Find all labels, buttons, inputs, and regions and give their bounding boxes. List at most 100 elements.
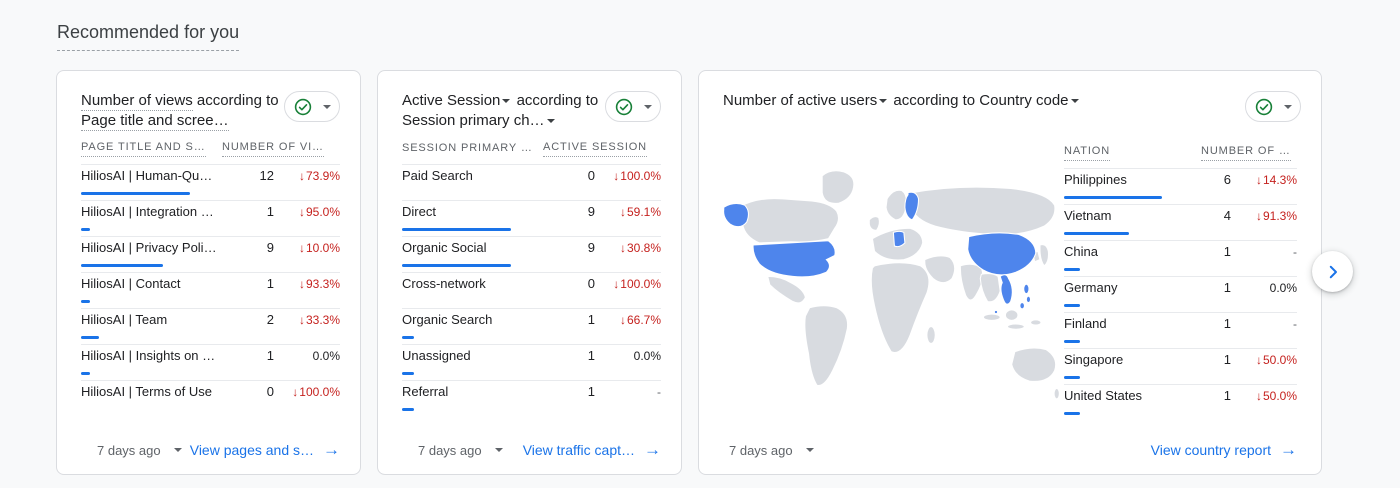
row-label: China — [1064, 244, 1098, 259]
map-region-new-guinea — [1030, 319, 1042, 326]
arrow-right-icon: → — [323, 440, 340, 459]
row-value: 1 — [266, 348, 274, 363]
dimension-selector[interactable]: Session primary ch… — [402, 112, 557, 129]
map-country-vietnam — [999, 274, 1013, 305]
row-separator — [402, 416, 661, 417]
value-bar — [402, 228, 511, 231]
column-header-dimension: PAGE TITLE AND S… — [81, 141, 206, 157]
row-value: 1 — [266, 204, 274, 219]
row-change: ↓0.0% — [312, 349, 340, 363]
map-region-japan — [1039, 244, 1050, 267]
next-cards-button[interactable] — [1312, 251, 1353, 292]
table-row: Vietnam 4 ↓91.3% — [1064, 208, 1297, 241]
table-body: Paid Search 0 ↓100.0% Direct 9 ↓59.1% Organic … — [402, 168, 661, 417]
row-value: 1 — [1223, 316, 1231, 331]
table-row: Philippines 6 ↓14.3% — [1064, 172, 1297, 205]
trend-down-icon: ↓ — [613, 169, 620, 183]
chevron-down-icon — [1283, 104, 1292, 109]
row-separator — [81, 308, 340, 309]
dimension-selector[interactable]: Country code — [979, 92, 1080, 109]
row-value: 1 — [1223, 244, 1231, 259]
title-connector: according to — [196, 92, 279, 109]
map-region-africa — [870, 262, 930, 353]
column-header-metric: ACTIVE SESSION — [543, 141, 648, 157]
insight-status-button[interactable] — [605, 91, 661, 122]
row-separator — [81, 416, 340, 417]
card-sessions-by-channel: Active Session according to Session prim… — [377, 70, 682, 475]
time-range-selector[interactable]: 7 days ago — [418, 443, 503, 458]
chevron-down-icon — [322, 104, 331, 109]
view-report-link[interactable]: View traffic capt… → — [522, 440, 661, 459]
value-bar — [402, 336, 415, 339]
row-change: ↓30.8% — [619, 241, 661, 255]
chevron-down-icon — [173, 448, 182, 452]
row-value: 0 — [587, 276, 595, 291]
dimension-selector[interactable]: Page title and scree… — [81, 112, 229, 131]
table-header: SESSION PRIMARY … ACTIVE SESSION — [402, 141, 661, 165]
time-range-selector[interactable]: 7 days ago — [97, 443, 182, 458]
time-range-selector[interactable]: 7 days ago — [729, 443, 814, 458]
row-separator — [402, 236, 661, 237]
row-value: 6 — [1223, 172, 1231, 187]
row-change: ↓93.3% — [298, 277, 340, 291]
map-region-mexico — [767, 275, 806, 304]
map-region-borneo — [1004, 309, 1019, 321]
row-separator — [402, 380, 661, 381]
map-country-germany — [892, 230, 906, 248]
world-map — [707, 155, 1063, 425]
row-change: ↓73.9% — [298, 169, 340, 183]
row-label: HiliosAI | Terms of Use — [81, 384, 213, 399]
table-row: HiliosAI | Integration … 1 ↓95.0% — [81, 204, 340, 237]
map-region-greenland — [821, 170, 855, 204]
table-row: Germany 1 ↓0.0% — [1064, 280, 1297, 313]
row-label: HiliosAI | Privacy Poli… — [81, 240, 217, 255]
row-separator — [1064, 312, 1297, 313]
row-separator — [1064, 204, 1297, 205]
insight-status-button[interactable] — [1245, 91, 1301, 122]
row-change: ↓50.0% — [1255, 353, 1297, 367]
row-label: Unassigned — [402, 348, 471, 363]
table-row: Paid Search 0 ↓100.0% — [402, 168, 661, 201]
map-region-new-zealand — [1053, 387, 1060, 400]
row-label: Direct — [402, 204, 436, 219]
data-table: PAGE TITLE AND S… NUMBER OF VI… HiliosAI… — [81, 141, 340, 417]
insight-status-button[interactable] — [284, 91, 340, 122]
trend-down-icon: ↓ — [613, 277, 620, 291]
map-region-se-asia — [979, 273, 1001, 303]
row-change: ↓10.0% — [298, 241, 340, 255]
value-bar — [402, 372, 415, 375]
cards-carousel: Number of views according to Page title … — [56, 70, 1322, 475]
check-circle-icon — [615, 98, 632, 115]
row-separator — [81, 380, 340, 381]
metric-selector[interactable]: Active Session — [402, 92, 512, 109]
row-value: 4 — [1223, 208, 1231, 223]
trend-down-icon: ↓ — [298, 169, 305, 183]
view-report-link[interactable]: View pages and s… → — [189, 440, 340, 459]
row-label: HiliosAI | Contact — [81, 276, 181, 291]
arrow-right-icon: → — [644, 440, 661, 459]
chevron-down-icon — [502, 99, 511, 104]
value-bar — [81, 192, 190, 195]
data-table: SESSION PRIMARY … ACTIVE SESSION Paid Se… — [402, 141, 661, 417]
map-country-philippines — [1025, 295, 1032, 304]
card-title: Number of views according to Page title … — [81, 91, 284, 131]
trend-down-icon: ↓ — [292, 385, 299, 399]
table-row: HiliosAI | Team 2 ↓33.3% — [81, 312, 340, 345]
column-header-dimension: NATION — [1064, 145, 1111, 161]
metric-selector[interactable]: Number of active users — [723, 92, 889, 109]
row-label: Referral — [402, 384, 449, 399]
row-separator — [81, 236, 340, 237]
trend-down-icon: ↓ — [1255, 389, 1262, 403]
chevron-down-icon — [1070, 99, 1079, 104]
title-connector: according to — [516, 92, 599, 109]
map-country-alaska — [723, 202, 749, 228]
metric-selector[interactable]: Number of views — [81, 92, 193, 111]
table-row: Unassigned 1 ↓0.0% — [402, 348, 661, 381]
view-report-link[interactable]: View country report → — [1150, 440, 1297, 459]
row-label: HiliosAI | Human-Qu… — [81, 168, 213, 183]
row-change: ↓0.0% — [1269, 281, 1297, 295]
row-separator — [402, 200, 661, 201]
map-country-philippines — [1019, 302, 1025, 310]
table-row: Singapore 1 ↓50.0% — [1064, 352, 1297, 385]
row-label: Singapore — [1064, 352, 1124, 367]
